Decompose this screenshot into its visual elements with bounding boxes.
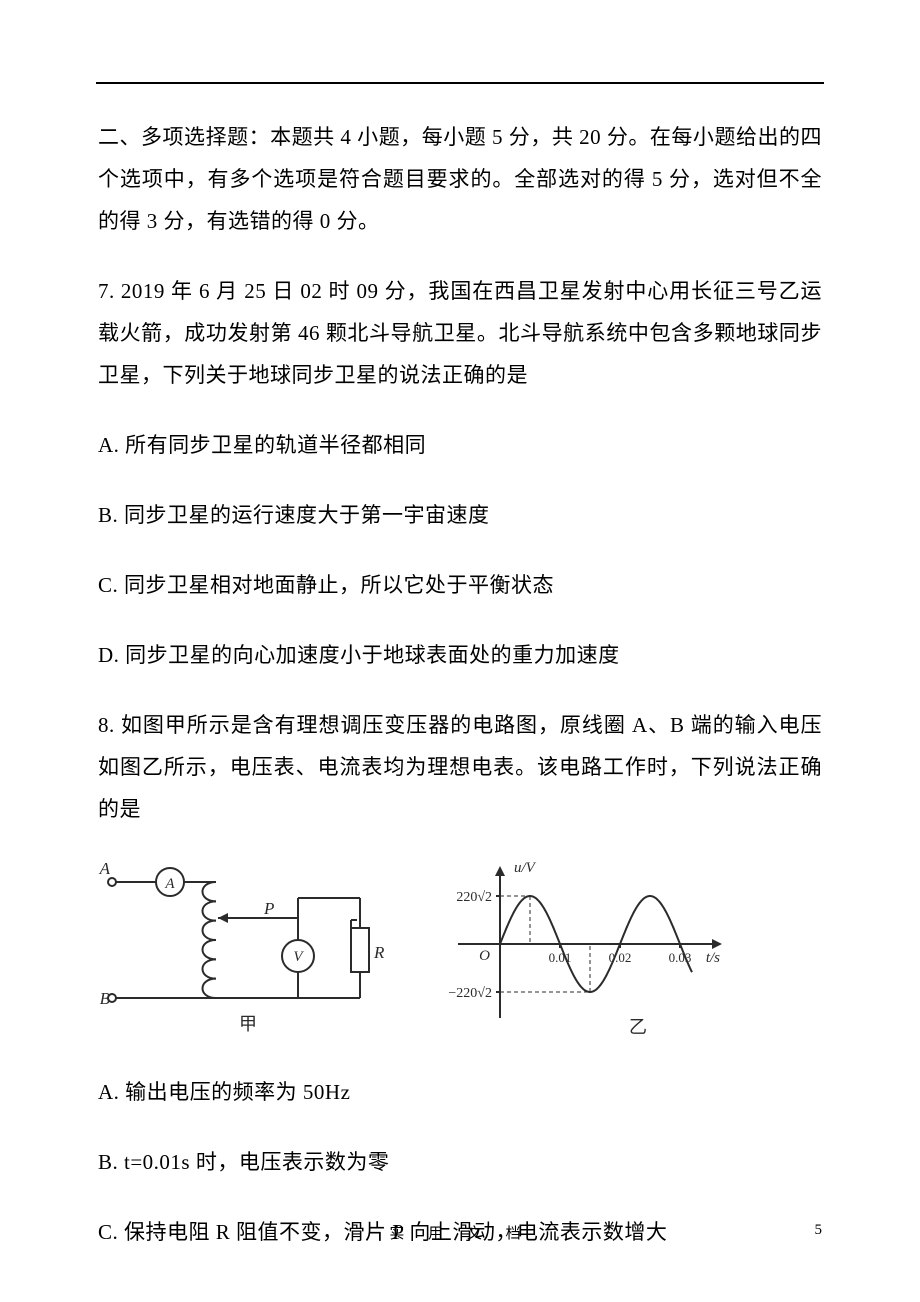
q8-option-b: B. t=0.01s 时，电压表示数为零 [98,1141,822,1183]
circuit-figure: APVRAB甲 [98,858,398,1043]
svg-text:u/V: u/V [514,860,537,876]
page-number: 5 [815,1222,823,1239]
svg-text:乙: 乙 [629,1017,647,1037]
svg-text:R: R [373,943,385,962]
svg-text:甲: 甲 [239,1014,257,1034]
q7-option-c: C. 同步卫星相对地面静止，所以它处于平衡状态 [98,564,822,606]
svg-text:A: A [164,876,175,892]
q8-figures: APVRAB甲 u/Vt/sO220√2−220√20.010.020.03乙 [98,858,822,1043]
voltage-graph: u/Vt/sO220√2−220√20.010.020.03乙 [428,858,728,1038]
svg-text:t/s: t/s [706,950,720,966]
footer-label: 实 用 文 档 [0,1222,920,1243]
q8-stem: 8. 如图甲所示是含有理想调压变压器的电路图，原线圈 A、B 端的输入电压如图乙… [98,704,822,830]
svg-text:P: P [263,899,274,918]
graph-figure: u/Vt/sO220√2−220√20.010.020.03乙 [428,858,728,1043]
q7-stem: 7. 2019 年 6 月 25 日 02 时 09 分，我国在西昌卫星发射中心… [98,270,822,396]
svg-text:A: A [99,859,111,878]
page-content: 二、多项选择题：本题共 4 小题，每小题 5 分，共 20 分。在每小题给出的四… [98,82,822,1253]
svg-text:−220√2: −220√2 [448,986,492,1001]
q8-option-a: A. 输出电压的频率为 50Hz [98,1071,822,1113]
q7-option-a: A. 所有同步卫星的轨道半径都相同 [98,424,822,466]
section-header: 二、多项选择题：本题共 4 小题，每小题 5 分，共 20 分。在每小题给出的四… [98,116,822,242]
svg-text:220√2: 220√2 [456,890,492,905]
circuit-diagram: APVRAB甲 [98,858,398,1038]
q7-option-b: B. 同步卫星的运行速度大于第一宇宙速度 [98,494,822,536]
svg-text:B: B [100,989,111,1008]
q7-option-d: D. 同步卫星的向心加速度小于地球表面处的重力加速度 [98,634,822,676]
svg-text:O: O [479,948,490,964]
